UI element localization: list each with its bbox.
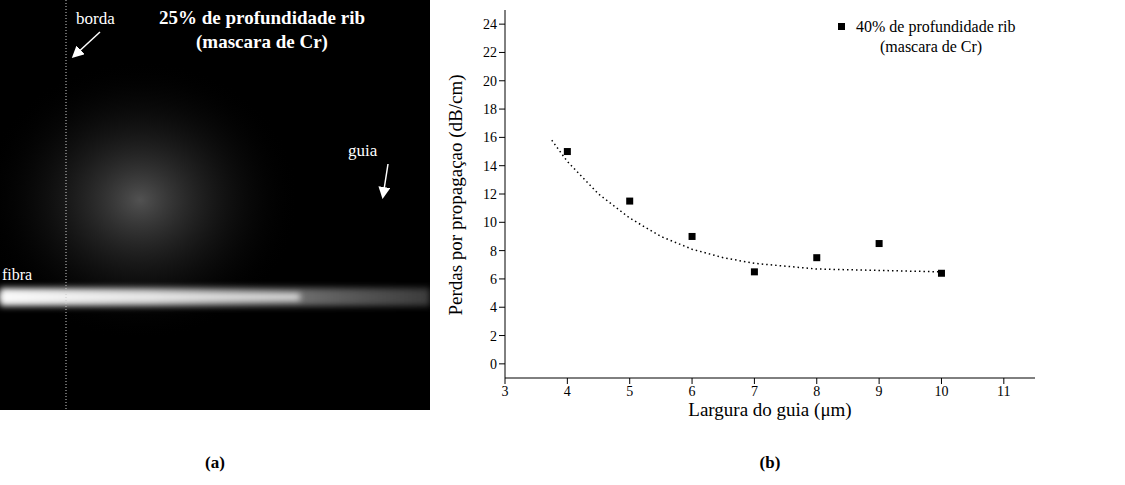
svg-text:(mascara de Cr): (mascara de Cr): [880, 38, 982, 56]
svg-text:22: 22: [483, 45, 497, 60]
svg-text:3: 3: [502, 384, 509, 399]
svg-text:2: 2: [490, 329, 497, 344]
svg-text:7: 7: [751, 384, 758, 399]
svg-text:(a): (a): [205, 453, 225, 472]
svg-text:10: 10: [483, 215, 497, 230]
svg-text:fibra: fibra: [2, 266, 32, 283]
svg-text:(mascara de Cr): (mascara de Cr): [196, 31, 328, 53]
svg-text:18: 18: [483, 102, 497, 117]
svg-text:8: 8: [490, 244, 497, 259]
svg-text:Perdas por propagaçao (dB/cm): Perdas por propagaçao (dB/cm): [445, 74, 467, 315]
svg-text:11: 11: [997, 384, 1010, 399]
svg-text:14: 14: [483, 159, 497, 174]
svg-text:guia: guia: [348, 141, 378, 160]
svg-text:9: 9: [876, 384, 883, 399]
svg-text:10: 10: [934, 384, 948, 399]
svg-text:16: 16: [483, 130, 497, 145]
svg-text:25% de profundidade rib: 25% de profundidade rib: [159, 7, 365, 28]
svg-text:0: 0: [490, 357, 497, 372]
svg-text:6: 6: [490, 272, 497, 287]
svg-text:24: 24: [483, 17, 497, 32]
svg-text:8: 8: [813, 384, 820, 399]
svg-text:5: 5: [626, 384, 633, 399]
svg-text:(b): (b): [760, 453, 781, 472]
svg-text:40% de profundidade rib: 40% de profundidade rib: [856, 18, 1016, 36]
svg-text:Largura do guia (μm): Largura do guia (μm): [688, 399, 851, 421]
svg-text:borda: borda: [76, 9, 115, 28]
svg-text:6: 6: [689, 384, 696, 399]
svg-text:4: 4: [490, 300, 497, 315]
svg-text:20: 20: [483, 74, 497, 89]
svg-text:4: 4: [564, 384, 571, 399]
svg-text:12: 12: [483, 187, 497, 202]
